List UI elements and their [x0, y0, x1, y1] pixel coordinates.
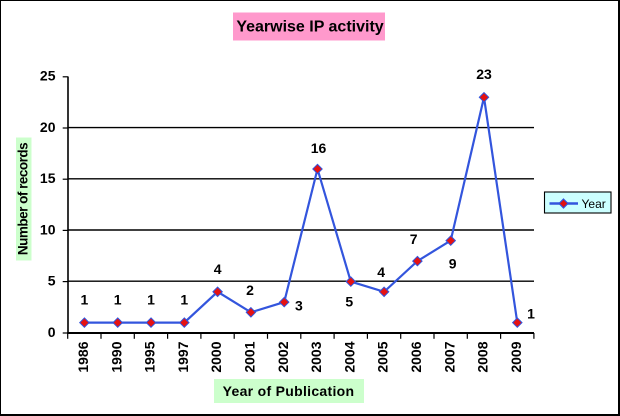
svg-text:20: 20 [40, 119, 56, 135]
svg-text:1: 1 [81, 291, 89, 307]
svg-text:3: 3 [295, 298, 303, 314]
svg-text:10: 10 [40, 221, 56, 237]
svg-text:7: 7 [410, 231, 418, 247]
svg-text:2001: 2001 [242, 341, 258, 372]
svg-text:Year of Publication: Year of Publication [223, 383, 355, 399]
svg-text:2004: 2004 [341, 341, 357, 372]
svg-text:1: 1 [147, 291, 155, 307]
svg-text:4: 4 [377, 264, 385, 280]
svg-text:4: 4 [214, 261, 222, 277]
svg-text:Number of records: Number of records [16, 143, 31, 255]
svg-text:2008: 2008 [475, 341, 491, 372]
svg-text:23: 23 [476, 66, 492, 82]
svg-text:2009: 2009 [508, 341, 524, 372]
svg-text:1: 1 [180, 291, 188, 307]
svg-text:2: 2 [246, 282, 254, 298]
svg-text:1995: 1995 [142, 341, 158, 372]
svg-text:1: 1 [114, 291, 122, 307]
svg-text:5: 5 [345, 294, 353, 310]
svg-text:1997: 1997 [175, 341, 191, 372]
svg-text:9: 9 [449, 256, 457, 272]
svg-text:Yearwise IP activity: Yearwise IP activity [236, 19, 383, 36]
svg-text:15: 15 [40, 170, 56, 186]
svg-text:0: 0 [48, 324, 56, 340]
svg-text:2002: 2002 [275, 341, 291, 372]
svg-text:2000: 2000 [208, 341, 224, 372]
svg-text:2003: 2003 [308, 341, 324, 372]
svg-text:16: 16 [311, 140, 327, 156]
svg-text:1: 1 [527, 305, 535, 321]
svg-text:2007: 2007 [441, 341, 457, 372]
svg-text:5: 5 [48, 273, 56, 289]
svg-text:2006: 2006 [408, 341, 424, 372]
svg-text:Year: Year [582, 197, 606, 211]
svg-text:1990: 1990 [108, 341, 124, 372]
svg-text:25: 25 [40, 68, 56, 84]
svg-text:1986: 1986 [75, 341, 91, 372]
svg-text:2005: 2005 [375, 341, 391, 372]
